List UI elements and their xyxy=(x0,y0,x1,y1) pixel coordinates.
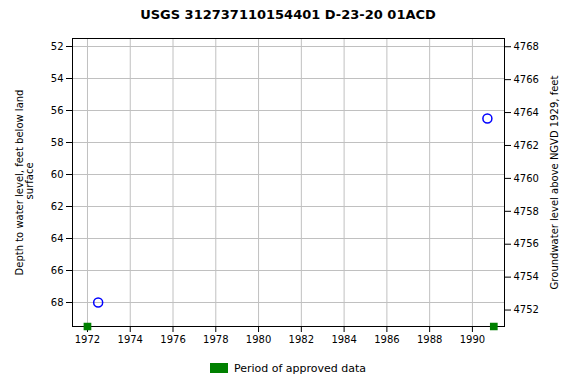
svg-text:1988: 1988 xyxy=(417,334,442,345)
svg-text:4762: 4762 xyxy=(514,140,539,151)
svg-text:1990: 1990 xyxy=(460,334,485,345)
svg-text:4768: 4768 xyxy=(514,41,539,52)
svg-text:1986: 1986 xyxy=(374,334,399,345)
html-text:Period of approved data: Period of approved data xyxy=(233,361,367,375)
svg-text:4754: 4754 xyxy=(514,271,539,282)
svg-text:1982: 1982 xyxy=(289,334,314,345)
svg-text:4756: 4756 xyxy=(514,238,539,249)
svg-text:1980: 1980 xyxy=(246,334,271,345)
svg-text:1978: 1978 xyxy=(203,334,228,345)
svg-text:4758: 4758 xyxy=(514,206,539,217)
svg-text:1974: 1974 xyxy=(118,334,143,345)
svg-text:Depth to water level, feet bel: Depth to water level, feet below land su… xyxy=(14,90,35,276)
svg-text:58: 58 xyxy=(51,137,64,148)
svg-text:68: 68 xyxy=(51,297,64,308)
svg-text:4764: 4764 xyxy=(514,107,539,118)
svg-text:56: 56 xyxy=(51,105,64,116)
svg-text:4766: 4766 xyxy=(514,74,539,85)
html-text:USGS 312737110154401 D-23-20 0: USGS 312737110154401 D-23-20 01ACD xyxy=(140,7,436,22)
svg-text:1976: 1976 xyxy=(160,334,185,345)
svg-text:4752: 4752 xyxy=(514,304,539,315)
svg-text:1984: 1984 xyxy=(331,334,356,345)
svg-text:64: 64 xyxy=(51,233,64,244)
svg-text:62: 62 xyxy=(51,201,64,212)
svg-text:66: 66 xyxy=(51,265,64,276)
svg-text:54: 54 xyxy=(51,73,64,84)
svg-text:1972: 1972 xyxy=(75,334,100,345)
svg-text:52: 52 xyxy=(51,41,64,52)
svg-text:4760: 4760 xyxy=(514,173,539,184)
svg-text:Groundwater level above NGVD 1: Groundwater level above NGVD 1929, feet xyxy=(549,76,560,290)
svg-text:60: 60 xyxy=(51,169,64,180)
